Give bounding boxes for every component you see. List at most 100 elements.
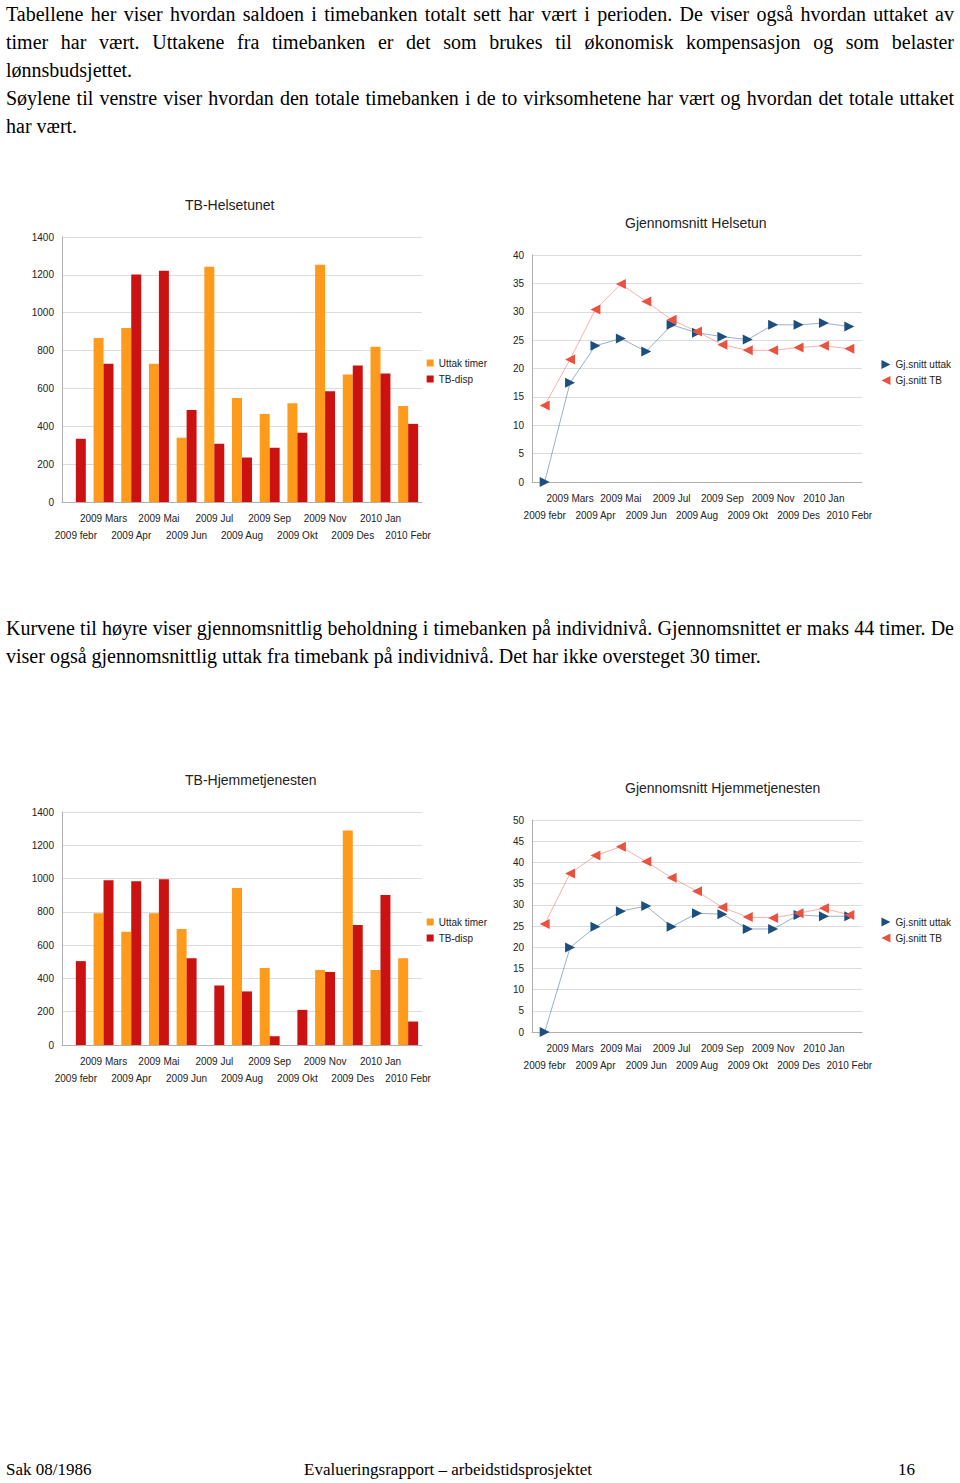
- svg-text:2009 Okt: 2009 Okt: [277, 1073, 318, 1084]
- svg-text:2009 Mai: 2009 Mai: [600, 493, 641, 504]
- svg-text:2009 Nov: 2009 Nov: [304, 1056, 347, 1067]
- svg-text:600: 600: [37, 383, 54, 394]
- svg-text:2009 Jul: 2009 Jul: [195, 1056, 233, 1067]
- svg-text:Uttak timer: Uttak timer: [439, 917, 488, 928]
- svg-text:1400: 1400: [32, 232, 55, 243]
- svg-text:TB-Hjemmetjenesten: TB-Hjemmetjenesten: [185, 772, 317, 788]
- svg-text:2009 Mai: 2009 Mai: [138, 1056, 179, 1067]
- svg-text:2010 Febr: 2010 Febr: [385, 1073, 431, 1084]
- svg-text:2009 Jun: 2009 Jun: [626, 510, 667, 521]
- svg-text:35: 35: [513, 278, 525, 289]
- svg-text:2009 Jul: 2009 Jul: [195, 513, 233, 524]
- svg-text:30: 30: [513, 306, 525, 317]
- svg-text:5: 5: [518, 1005, 524, 1016]
- svg-text:2009 febr: 2009 febr: [524, 510, 567, 521]
- svg-text:1200: 1200: [32, 269, 55, 280]
- svg-text:2009 Apr: 2009 Apr: [111, 1073, 152, 1084]
- svg-text:5: 5: [518, 448, 524, 459]
- svg-text:400: 400: [37, 421, 54, 432]
- svg-text:2009 Okt: 2009 Okt: [727, 1060, 768, 1071]
- svg-text:2009 Aug: 2009 Aug: [676, 510, 718, 521]
- svg-text:Gj.snitt TB: Gj.snitt TB: [895, 375, 942, 386]
- svg-text:2009 Okt: 2009 Okt: [727, 510, 768, 521]
- svg-text:2009 Sep: 2009 Sep: [248, 1056, 291, 1067]
- svg-text:2009 Sep: 2009 Sep: [701, 493, 744, 504]
- svg-text:2009 Mars: 2009 Mars: [546, 493, 593, 504]
- svg-text:2009 Jul: 2009 Jul: [653, 493, 691, 504]
- svg-text:2010 Febr: 2010 Febr: [385, 530, 431, 541]
- svg-text:2010 Jan: 2010 Jan: [360, 1056, 401, 1067]
- svg-text:1000: 1000: [32, 307, 55, 318]
- svg-text:2009 febr: 2009 febr: [55, 530, 98, 541]
- svg-text:2009 Jun: 2009 Jun: [626, 1060, 667, 1071]
- svg-text:25: 25: [513, 335, 525, 346]
- svg-text:2009 Sep: 2009 Sep: [248, 513, 291, 524]
- svg-text:2009 Nov: 2009 Nov: [304, 513, 347, 524]
- svg-text:0: 0: [518, 1027, 524, 1038]
- svg-text:400: 400: [37, 973, 54, 984]
- svg-text:2009 Apr: 2009 Apr: [111, 530, 152, 541]
- svg-text:600: 600: [37, 940, 54, 951]
- svg-text:1200: 1200: [32, 840, 55, 851]
- svg-text:1400: 1400: [32, 807, 55, 818]
- svg-text:0: 0: [518, 477, 524, 488]
- svg-text:2009 Des: 2009 Des: [331, 1073, 374, 1084]
- svg-text:1000: 1000: [32, 873, 55, 884]
- svg-text:2009 Mai: 2009 Mai: [138, 513, 179, 524]
- svg-text:2010 Febr: 2010 Febr: [827, 510, 873, 521]
- svg-text:2009 febr: 2009 febr: [55, 1073, 98, 1084]
- svg-text:TB-disp: TB-disp: [439, 933, 474, 944]
- svg-text:10: 10: [513, 420, 525, 431]
- svg-text:40: 40: [513, 250, 525, 261]
- svg-text:2010 Jan: 2010 Jan: [803, 493, 844, 504]
- svg-text:200: 200: [37, 459, 54, 470]
- svg-text:20: 20: [513, 942, 525, 953]
- svg-text:35: 35: [513, 878, 525, 889]
- svg-text:2009 Mars: 2009 Mars: [546, 1043, 593, 1054]
- svg-text:Gjennomsnitt Hjemmetjenesten: Gjennomsnitt Hjemmetjenesten: [625, 780, 820, 796]
- svg-text:40: 40: [513, 857, 525, 868]
- svg-text:10: 10: [513, 984, 525, 995]
- svg-text:2009 Mai: 2009 Mai: [600, 1043, 641, 1054]
- svg-text:2009 Apr: 2009 Apr: [575, 510, 616, 521]
- svg-text:2010 Jan: 2010 Jan: [803, 1043, 844, 1054]
- svg-text:Gjennomsnitt Helsetun: Gjennomsnitt Helsetun: [625, 215, 767, 231]
- svg-text:2009 Aug: 2009 Aug: [676, 1060, 718, 1071]
- svg-text:2009 Jun: 2009 Jun: [166, 530, 207, 541]
- svg-text:2009 Nov: 2009 Nov: [752, 493, 795, 504]
- svg-text:2009 Jul: 2009 Jul: [653, 1043, 691, 1054]
- svg-text:0: 0: [48, 1040, 54, 1051]
- svg-text:Gj.snitt uttak: Gj.snitt uttak: [895, 917, 952, 928]
- svg-text:2009 Nov: 2009 Nov: [752, 1043, 795, 1054]
- svg-text:0: 0: [48, 497, 54, 508]
- svg-text:2009 Des: 2009 Des: [777, 510, 820, 521]
- svg-text:2009 Des: 2009 Des: [777, 1060, 820, 1071]
- svg-text:TB-disp: TB-disp: [439, 374, 474, 385]
- svg-text:800: 800: [37, 906, 54, 917]
- svg-text:2010 Febr: 2010 Febr: [827, 1060, 873, 1071]
- svg-text:2009 Sep: 2009 Sep: [701, 1043, 744, 1054]
- svg-text:2009 Apr: 2009 Apr: [575, 1060, 616, 1071]
- svg-text:20: 20: [513, 363, 525, 374]
- svg-text:200: 200: [37, 1006, 54, 1017]
- svg-text:45: 45: [513, 836, 525, 847]
- svg-text:2009 Okt: 2009 Okt: [277, 530, 318, 541]
- svg-text:2009 Aug: 2009 Aug: [221, 1073, 263, 1084]
- svg-text:15: 15: [513, 963, 525, 974]
- svg-text:2009 Mars: 2009 Mars: [80, 513, 127, 524]
- svg-text:TB-Helsetunet: TB-Helsetunet: [185, 197, 275, 213]
- svg-text:Gj.snitt uttak: Gj.snitt uttak: [895, 359, 952, 370]
- svg-text:50: 50: [513, 815, 525, 826]
- svg-text:Gj.snitt TB: Gj.snitt TB: [895, 933, 942, 944]
- svg-text:30: 30: [513, 899, 525, 910]
- svg-text:2010 Jan: 2010 Jan: [360, 513, 401, 524]
- svg-text:Uttak timer: Uttak timer: [439, 358, 488, 369]
- svg-text:2009 Mars: 2009 Mars: [80, 1056, 127, 1067]
- svg-text:2009 Jun: 2009 Jun: [166, 1073, 207, 1084]
- svg-text:15: 15: [513, 391, 525, 402]
- svg-text:2009 Des: 2009 Des: [331, 530, 374, 541]
- svg-text:2009 Aug: 2009 Aug: [221, 530, 263, 541]
- svg-text:2009 febr: 2009 febr: [524, 1060, 567, 1071]
- svg-text:25: 25: [513, 921, 525, 932]
- svg-text:800: 800: [37, 345, 54, 356]
